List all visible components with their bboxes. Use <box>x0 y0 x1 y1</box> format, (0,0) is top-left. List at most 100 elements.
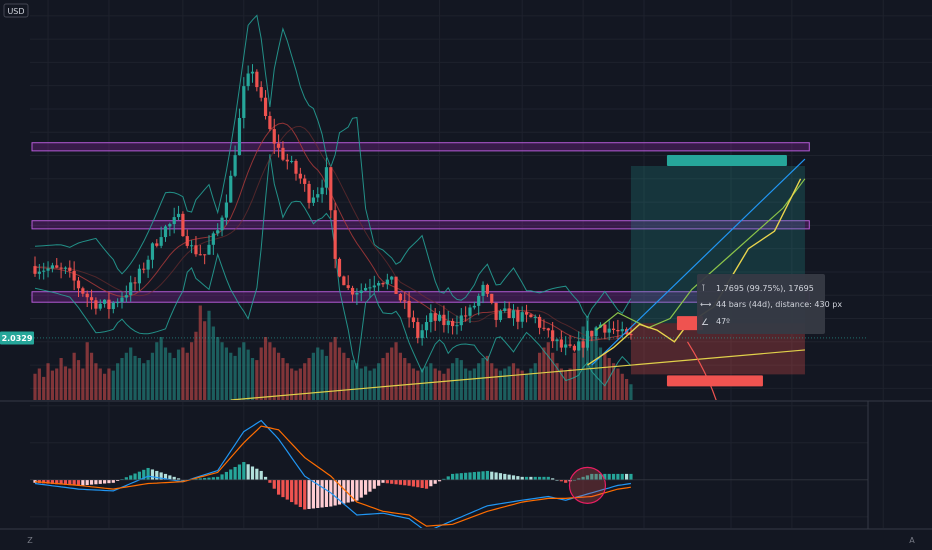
candle-body <box>346 285 350 288</box>
volume-bar <box>446 368 450 400</box>
candle-body <box>407 300 411 318</box>
volume-bar <box>355 363 359 400</box>
candle-body <box>511 310 516 319</box>
volume-bar <box>481 358 485 400</box>
macd-histogram-bar <box>224 471 228 480</box>
macd-histogram-bar <box>455 473 459 480</box>
candle-body <box>103 299 107 304</box>
volume-bar <box>598 347 603 400</box>
macd-histogram-bar <box>290 479 294 503</box>
volume-bar <box>346 358 350 400</box>
measure-tooltip[interactable]: ⊺ 1.7695 (99.75%), 17695 ⟷ 44 bars (44d)… <box>697 274 842 334</box>
macd-histogram-bar <box>542 476 546 480</box>
volume-bar <box>546 342 550 400</box>
currency-label[interactable]: USD <box>3 3 29 18</box>
target-label-bg <box>666 155 787 166</box>
volume-bar <box>494 368 498 400</box>
candle-body <box>490 293 494 303</box>
macd-histogram-bar <box>429 479 433 487</box>
candle-body <box>63 267 68 269</box>
volume-bar <box>211 326 215 400</box>
drawings[interactable] <box>34 155 868 406</box>
projection-line <box>591 158 806 366</box>
candle-body <box>520 312 524 322</box>
macd-histogram-bar <box>211 477 215 480</box>
candle-body <box>468 307 472 316</box>
volume-bar <box>172 358 176 400</box>
candle-body <box>72 270 76 281</box>
macd-histogram-bar <box>33 479 37 483</box>
candle-body <box>272 129 276 144</box>
volume-bar <box>133 355 137 400</box>
candle-body <box>564 344 568 348</box>
candle-body <box>207 244 211 255</box>
auto-scale-toggle[interactable]: A <box>909 536 915 545</box>
macd-histogram-bar <box>307 479 311 509</box>
macd-histogram-bar <box>494 472 498 480</box>
candle-body <box>494 302 498 320</box>
candle-body <box>477 295 481 306</box>
volume-bar <box>538 352 542 400</box>
volume-bar <box>564 370 568 400</box>
macd-histogram-bar <box>551 478 555 480</box>
macd-histogram-bar <box>607 473 611 480</box>
volume-bar <box>533 363 537 400</box>
macd-histogram-bar <box>477 471 481 480</box>
volume-bar <box>103 373 107 400</box>
macd-histogram-bar <box>385 479 389 484</box>
candle-body <box>555 339 559 342</box>
volume-bar <box>216 337 220 400</box>
volume-bar <box>59 358 63 400</box>
candle-body <box>246 73 250 87</box>
macd-histogram-bar <box>555 479 559 481</box>
position-tool[interactable] <box>630 166 805 375</box>
timezone-toggle[interactable]: Z <box>27 536 33 545</box>
macd-histogram-bar <box>277 479 281 495</box>
candle-body <box>437 314 442 321</box>
macd-histogram-bar <box>55 479 59 485</box>
volume-bar <box>198 305 202 400</box>
volume-bar <box>68 368 72 400</box>
candle-body <box>268 115 272 130</box>
macd-histogram-bar <box>538 476 542 480</box>
volume-bar <box>333 337 337 400</box>
candle-body <box>68 267 72 271</box>
volume-bar <box>163 347 168 400</box>
macd-histogram-bar <box>81 479 85 486</box>
volume-bar <box>242 342 246 400</box>
macd-histogram-bar <box>394 479 398 485</box>
candle-body <box>551 330 555 342</box>
measure-bars-range: 44 bars (44d), distance: 430 px <box>716 300 842 309</box>
volume-bar <box>416 370 420 400</box>
volume-bar <box>111 370 115 400</box>
volume-bar <box>368 370 372 400</box>
volume-bar <box>303 363 307 400</box>
macd-histogram-bar <box>159 472 163 480</box>
candle-body <box>464 315 468 317</box>
volume-bar <box>451 363 455 400</box>
volume-bar <box>89 352 94 400</box>
candle-body <box>50 265 54 269</box>
macd-histogram-bar <box>120 479 124 480</box>
candle-body <box>233 155 237 176</box>
volume-bar <box>150 352 155 400</box>
macd-histogram-bar <box>590 473 594 480</box>
candle-body <box>263 97 268 116</box>
volume-bar <box>224 347 228 400</box>
volume-bar <box>568 368 572 400</box>
volume-bar <box>377 363 381 400</box>
macd-histogram-bar <box>507 474 511 480</box>
volume-bar <box>394 342 398 400</box>
volume-bar <box>350 360 355 400</box>
volume-bar <box>551 352 555 400</box>
volume-bar <box>337 347 342 400</box>
candle-body <box>611 328 616 330</box>
candle-body <box>394 276 398 294</box>
volume-bar <box>577 342 581 400</box>
candle-body <box>116 302 120 304</box>
macd-histogram-bar <box>620 473 624 480</box>
volume-bar <box>250 358 255 400</box>
last-price-tag: 2.0329 <box>0 331 34 345</box>
candle-body <box>242 86 246 118</box>
